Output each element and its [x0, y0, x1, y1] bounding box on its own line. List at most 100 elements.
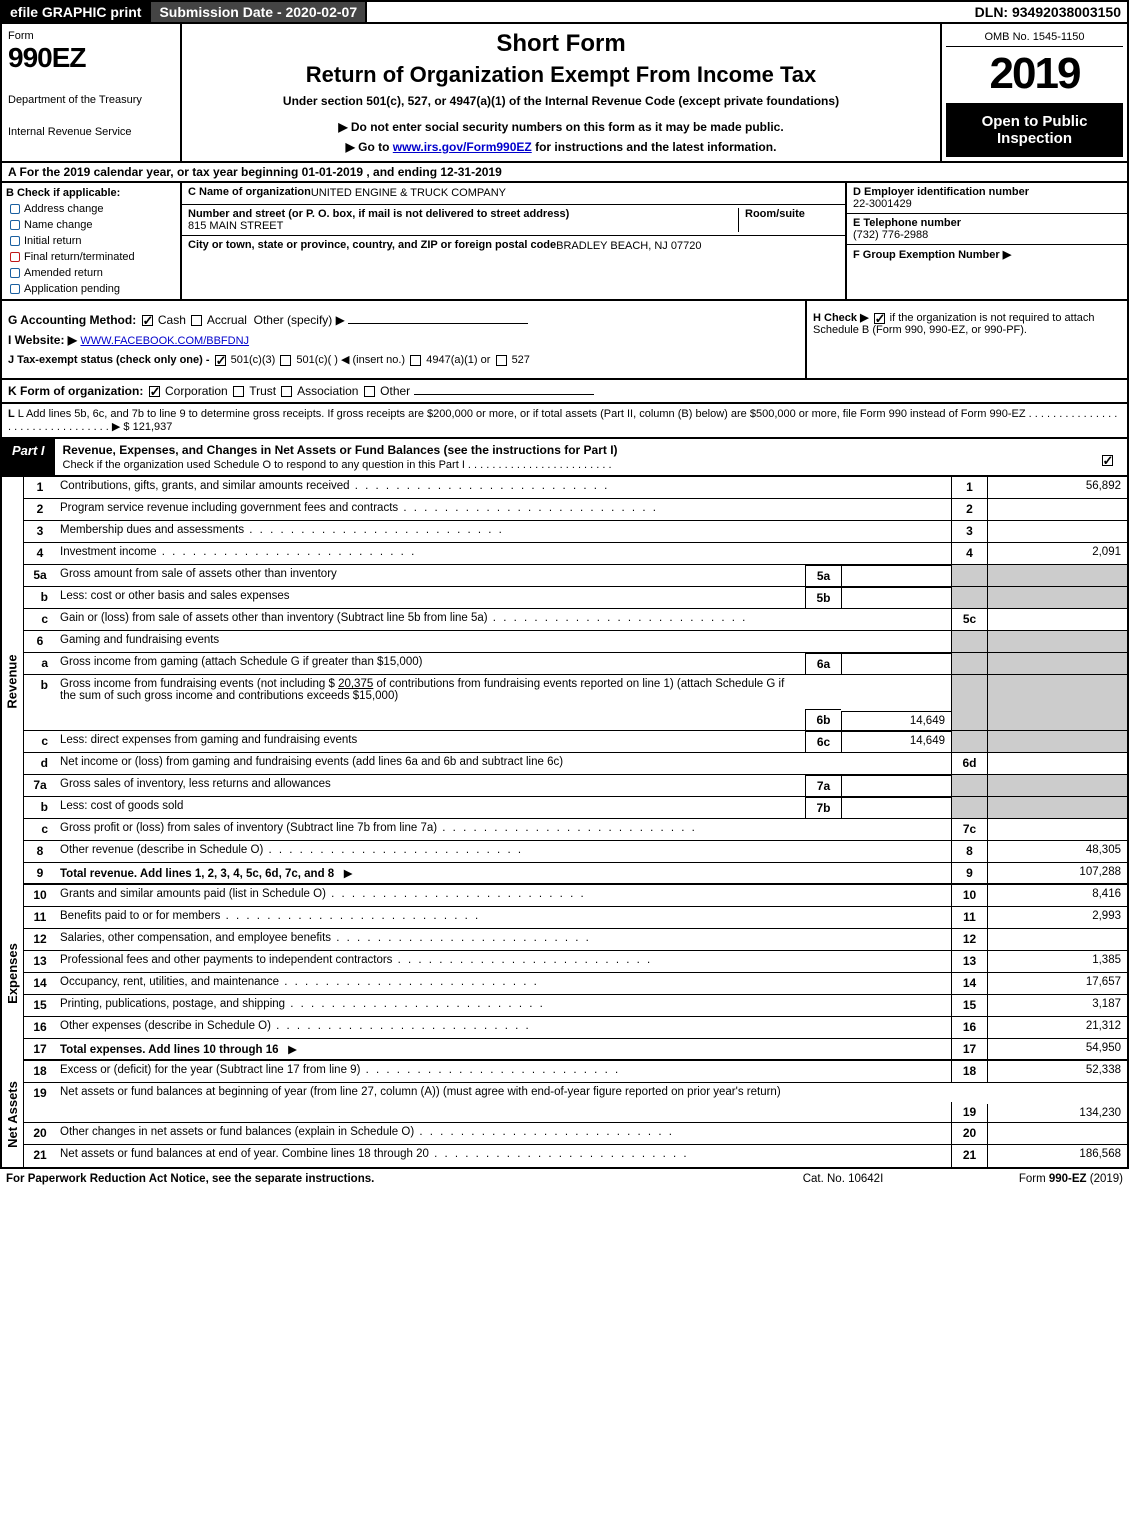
line-5b-mb: 5b — [805, 587, 841, 608]
line-18-rnum: 18 — [951, 1061, 987, 1082]
line-6: 6 Gaming and fundraising events — [24, 631, 1127, 653]
opt-final-return-label: Final return/terminated — [24, 251, 135, 263]
checkbox-501c[interactable] — [280, 355, 291, 366]
line-4: 4 Investment income 4 2,091 — [24, 543, 1127, 565]
line-19-desc: Net assets or fund balances at beginning… — [56, 1083, 951, 1122]
opt-application-pending[interactable]: Application pending — [10, 283, 176, 295]
line-6b-desc: Gross income from fundraising events (no… — [56, 675, 805, 730]
goto-line: ▶ Go to www.irs.gov/Form990EZ for instru… — [188, 140, 934, 154]
line-19-num: 19 — [24, 1083, 56, 1122]
line-7a-mv — [841, 775, 951, 796]
line-2-num: 2 — [24, 499, 56, 520]
line-12-num: 12 — [24, 929, 56, 950]
line-5a: 5a Gross amount from sale of assets othe… — [24, 565, 1127, 587]
line-5b-desc: Less: cost or other basis and sales expe… — [56, 587, 805, 608]
line-8-desc: Other revenue (describe in Schedule O) — [56, 841, 951, 862]
header-center: Short Form Return of Organization Exempt… — [182, 24, 942, 161]
line-5b-num: b — [24, 587, 56, 608]
line-21-rnum: 21 — [951, 1145, 987, 1167]
line-14-rnum: 14 — [951, 973, 987, 994]
opt-initial-return[interactable]: Initial return — [10, 235, 176, 247]
line-4-desc: Investment income — [56, 543, 951, 564]
opt-address-change[interactable]: Address change — [10, 203, 176, 215]
checkbox-other[interactable] — [364, 386, 375, 397]
goto-link[interactable]: www.irs.gov/Form990EZ — [393, 140, 532, 154]
checkbox-schedule-o[interactable] — [1102, 455, 1113, 466]
line-6a-desc: Gross income from gaming (attach Schedul… — [56, 653, 805, 674]
line-6b-amount: 20,375 — [338, 678, 373, 690]
line-11: 11 Benefits paid to or for members 11 2,… — [24, 907, 1127, 929]
opt-name-change[interactable]: Name change — [10, 219, 176, 231]
line-5a-num: 5a — [24, 565, 56, 586]
line-6c: c Less: direct expenses from gaming and … — [24, 731, 1127, 753]
form-990ez-page: efile GRAPHIC print Submission Date - 20… — [0, 0, 1129, 1189]
line-9-value: 107,288 — [987, 863, 1127, 883]
ssn-warning: ▶ Do not enter social security numbers o… — [188, 120, 934, 134]
line-12-desc: Salaries, other compensation, and employ… — [56, 929, 951, 950]
line-7c-value — [987, 819, 1127, 840]
line-19: 19 Net assets or fund balances at beginn… — [24, 1083, 1127, 1123]
checkbox-cash[interactable] — [142, 315, 153, 326]
revenue-label: Revenue — [5, 654, 20, 708]
line-12-value — [987, 929, 1127, 950]
line-9-num: 9 — [24, 863, 56, 883]
line-6b-num: b — [24, 675, 56, 730]
checkbox-501c3[interactable] — [215, 355, 226, 366]
opt-amended-return[interactable]: Amended return — [10, 267, 176, 279]
opt-address-change-label: Address change — [24, 203, 104, 215]
line-6-rval — [987, 631, 1127, 652]
line-6a-mv — [841, 653, 951, 674]
checkbox-accrual[interactable] — [191, 315, 202, 326]
line-5a-rval — [987, 565, 1127, 586]
page-footer: For Paperwork Reduction Act Notice, see … — [0, 1169, 1129, 1189]
line-7b-desc: Less: cost of goods sold — [56, 797, 805, 818]
k-label: K Form of organization: — [8, 384, 143, 398]
line-11-value: 2,993 — [987, 907, 1127, 928]
line-14: 14 Occupancy, rent, utilities, and maint… — [24, 973, 1127, 995]
dept-treasury: Department of the Treasury — [8, 94, 174, 106]
form-number: 990EZ — [8, 42, 174, 74]
line-9-desc: Total revenue. Add lines 1, 2, 3, 4, 5c,… — [56, 863, 951, 883]
line-8-rnum: 8 — [951, 841, 987, 862]
checkbox-association[interactable] — [281, 386, 292, 397]
line-17-rnum: 17 — [951, 1039, 987, 1059]
line-17-num: 17 — [24, 1039, 56, 1059]
line-3-desc: Membership dues and assessments — [56, 521, 951, 542]
line-10-desc: Grants and similar amounts paid (list in… — [56, 885, 951, 906]
opt-final-return[interactable]: Final return/terminated — [10, 251, 176, 263]
checkbox-corporation[interactable] — [149, 386, 160, 397]
checkbox-trust[interactable] — [233, 386, 244, 397]
line-6a-num: a — [24, 653, 56, 674]
part-i-sub: Check if the organization used Schedule … — [63, 459, 1079, 471]
line-l: L L Add lines 5b, 6c, and 7b to line 9 t… — [0, 404, 1129, 439]
line-15: 15 Printing, publications, postage, and … — [24, 995, 1127, 1017]
line-21-num: 21 — [24, 1145, 56, 1167]
line-7c-num: c — [24, 819, 56, 840]
line-7a-rnum — [951, 775, 987, 796]
line-14-value: 17,657 — [987, 973, 1127, 994]
checkbox-4947[interactable] — [410, 355, 421, 366]
checkbox-527[interactable] — [496, 355, 507, 366]
line-6d-value — [987, 753, 1127, 774]
checkbox-h[interactable] — [874, 313, 885, 324]
line-15-num: 15 — [24, 995, 56, 1016]
part-i-tag: Part I — [2, 439, 55, 475]
entity-block: B Check if applicable: Address change Na… — [0, 183, 1129, 301]
line-5b-rnum — [951, 587, 987, 608]
opt-initial-return-label: Initial return — [24, 235, 81, 247]
line-7a-rval — [987, 775, 1127, 796]
line-5a-mv — [841, 565, 951, 586]
org-name: UNITED ENGINE & TRUCK COMPANY — [311, 187, 506, 201]
omb-number: OMB No. 1545-1150 — [946, 28, 1123, 47]
form-word: Form — [8, 30, 174, 42]
k-corp: Corporation — [165, 384, 228, 398]
short-form-title: Short Form — [188, 30, 934, 58]
line-5a-desc: Gross amount from sale of assets other t… — [56, 565, 805, 586]
line-4-rnum: 4 — [951, 543, 987, 564]
section-h: H Check ▶ if the organization is not req… — [807, 301, 1127, 378]
line-3: 3 Membership dues and assessments 3 — [24, 521, 1127, 543]
opt-application-pending-label: Application pending — [24, 283, 120, 295]
website-link[interactable]: WWW.FACEBOOK.COM/BBFDNJ — [80, 335, 249, 347]
line-15-value: 3,187 — [987, 995, 1127, 1016]
line-6c-rnum — [951, 731, 987, 752]
